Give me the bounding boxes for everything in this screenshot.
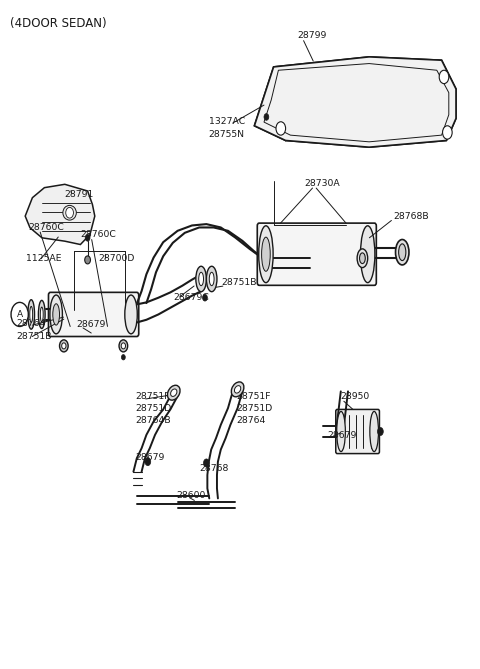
Ellipse shape — [63, 205, 76, 220]
Ellipse shape — [60, 340, 68, 352]
Text: 28768: 28768 — [199, 464, 228, 473]
Circle shape — [204, 459, 209, 467]
Polygon shape — [254, 57, 456, 147]
Circle shape — [439, 70, 449, 84]
Ellipse shape — [370, 411, 378, 452]
Ellipse shape — [360, 226, 375, 282]
Ellipse shape — [121, 343, 126, 349]
Ellipse shape — [119, 340, 128, 352]
Text: 28764: 28764 — [237, 416, 266, 425]
Text: A: A — [17, 310, 23, 319]
Ellipse shape — [337, 411, 346, 452]
Circle shape — [11, 302, 28, 326]
Polygon shape — [25, 184, 95, 244]
Text: 28755N: 28755N — [209, 130, 245, 139]
Circle shape — [84, 256, 90, 264]
Ellipse shape — [53, 304, 60, 325]
Ellipse shape — [30, 306, 33, 322]
Text: 28751D: 28751D — [135, 404, 172, 413]
Text: 1125AE: 1125AE — [26, 254, 62, 264]
Text: 28760C: 28760C — [81, 229, 117, 239]
Text: 28751B: 28751B — [17, 332, 52, 341]
Text: (4DOOR SEDAN): (4DOOR SEDAN) — [10, 17, 106, 29]
Ellipse shape — [168, 385, 180, 400]
Ellipse shape — [231, 382, 244, 397]
Text: 28751F: 28751F — [237, 392, 271, 401]
Ellipse shape — [396, 240, 409, 265]
Text: 28679: 28679 — [135, 453, 165, 462]
Ellipse shape — [209, 272, 214, 286]
Text: 28751B: 28751B — [222, 278, 257, 288]
Text: 28764B: 28764B — [135, 416, 171, 425]
Ellipse shape — [357, 249, 368, 268]
FancyBboxPatch shape — [257, 223, 376, 285]
Ellipse shape — [206, 266, 217, 292]
Text: 28600: 28600 — [177, 490, 206, 500]
Circle shape — [85, 234, 90, 241]
Ellipse shape — [196, 266, 206, 292]
Text: 28950: 28950 — [341, 392, 370, 401]
Circle shape — [377, 427, 383, 436]
Text: 28751F: 28751F — [135, 392, 170, 401]
Ellipse shape — [28, 300, 35, 329]
Text: 28679: 28679 — [327, 431, 357, 440]
Ellipse shape — [61, 343, 66, 349]
Ellipse shape — [38, 300, 45, 328]
Text: 1327AC: 1327AC — [209, 117, 245, 126]
Circle shape — [145, 458, 151, 466]
Text: 28760C: 28760C — [29, 223, 65, 232]
Ellipse shape — [125, 295, 137, 334]
FancyBboxPatch shape — [336, 409, 379, 454]
Circle shape — [264, 114, 269, 120]
Circle shape — [121, 355, 125, 360]
Text: 28700D: 28700D — [98, 254, 135, 264]
Ellipse shape — [398, 244, 406, 261]
Polygon shape — [264, 64, 449, 142]
Text: 28679C: 28679C — [174, 292, 210, 302]
Ellipse shape — [170, 389, 177, 397]
Ellipse shape — [259, 226, 273, 282]
Text: 28768B: 28768B — [394, 212, 429, 221]
Ellipse shape — [360, 253, 365, 264]
Text: 28751D: 28751D — [237, 404, 273, 413]
Text: 28799: 28799 — [298, 31, 327, 40]
Circle shape — [443, 126, 452, 139]
Circle shape — [276, 122, 286, 135]
Text: 28764: 28764 — [17, 319, 46, 328]
Ellipse shape — [40, 307, 43, 322]
Ellipse shape — [234, 385, 241, 393]
Circle shape — [203, 294, 207, 301]
Text: 28730A: 28730A — [305, 179, 340, 189]
Text: 28791: 28791 — [65, 190, 94, 199]
Ellipse shape — [262, 237, 270, 272]
FancyBboxPatch shape — [48, 292, 139, 337]
Circle shape — [66, 207, 73, 218]
Ellipse shape — [50, 295, 62, 334]
Text: 28679: 28679 — [76, 320, 105, 329]
Ellipse shape — [199, 272, 204, 286]
